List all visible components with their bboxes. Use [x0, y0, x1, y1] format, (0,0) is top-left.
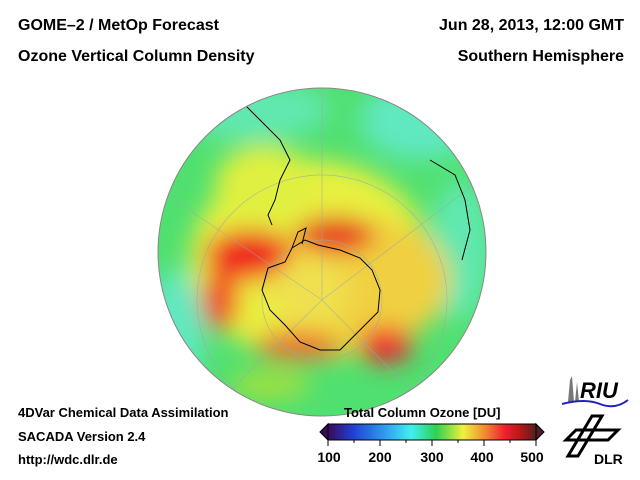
footer-version: SACADA Version 2.4 — [18, 429, 146, 444]
dlr-logo-text: DLR — [594, 451, 623, 467]
riu-logo-text: RIU — [580, 378, 619, 403]
colorbar-title: Total Column Ozone [DU] — [344, 405, 501, 420]
title-region: Southern Hemisphere — [457, 48, 624, 65]
colorbar — [319, 422, 545, 446]
colorbar-tick: 400 — [470, 449, 494, 465]
colorbar-tick: 100 — [317, 449, 341, 465]
title-date: Jun 28, 2013, 12:00 GMT — [439, 17, 624, 34]
colorbar-tick: 300 — [420, 449, 444, 465]
riu-logo: RIU — [561, 376, 629, 408]
dlr-logo: DLR — [562, 414, 623, 467]
title-product: GOME–2 / MetOp Forecast — [18, 17, 219, 34]
colorbar-min-arrow — [319, 422, 329, 442]
footer-url[interactable]: http://wdc.dlr.de — [18, 452, 118, 467]
colorbar-tick: 200 — [368, 449, 392, 465]
footer-method: 4DVar Chemical Data Assimilation — [18, 405, 229, 420]
title-quantity: Ozone Vertical Column Density — [18, 48, 255, 65]
colorbar-tick: 500 — [520, 449, 544, 465]
colorbar-max-arrow — [535, 422, 545, 442]
